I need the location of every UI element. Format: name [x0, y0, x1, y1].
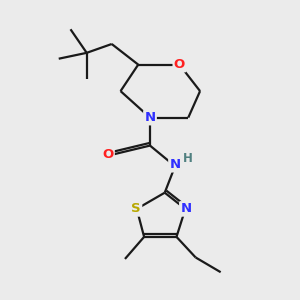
- Text: O: O: [174, 58, 185, 71]
- Text: N: N: [144, 111, 156, 124]
- Text: S: S: [131, 202, 141, 215]
- Text: O: O: [102, 148, 113, 161]
- Text: N: N: [180, 202, 191, 215]
- Text: H: H: [182, 152, 192, 165]
- Text: N: N: [169, 158, 181, 171]
